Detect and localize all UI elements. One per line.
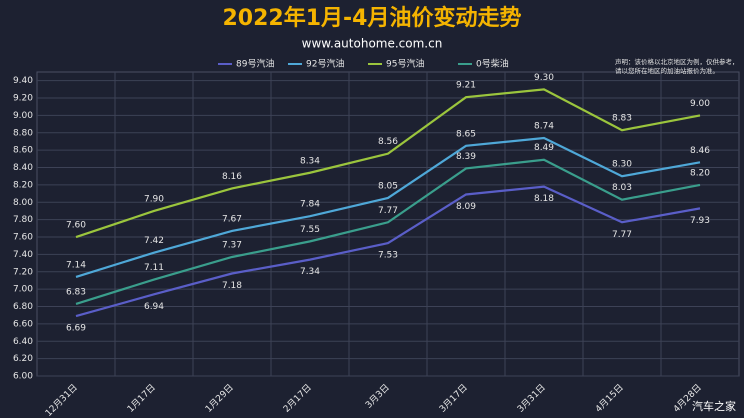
x-tick-label: 1月17日 bbox=[125, 382, 158, 415]
data-label: 8.56 bbox=[378, 137, 398, 147]
data-label: 7.14 bbox=[66, 260, 86, 270]
data-label: 6.94 bbox=[144, 302, 164, 312]
data-label: 8.49 bbox=[534, 143, 554, 153]
x-tick-label: 3月31日 bbox=[515, 382, 548, 415]
data-label: 8.20 bbox=[690, 168, 710, 178]
x-tick-label: 1月29日 bbox=[203, 382, 236, 415]
data-label: 9.30 bbox=[534, 73, 554, 83]
y-tick-label: 7.80 bbox=[13, 215, 33, 225]
data-label: 7.11 bbox=[144, 263, 164, 273]
y-tick-label: 7.40 bbox=[13, 250, 33, 260]
data-label: 8.18 bbox=[534, 194, 554, 204]
data-label: 9.00 bbox=[690, 99, 710, 109]
data-label: 7.18 bbox=[222, 281, 242, 291]
series-line bbox=[75, 136, 701, 279]
x-tick-label: 3月3日 bbox=[363, 382, 392, 411]
data-label: 7.77 bbox=[378, 206, 398, 216]
data-label: 8.74 bbox=[534, 122, 554, 132]
legend-label: 0号柴油 bbox=[476, 58, 509, 70]
y-tick-label: 6.20 bbox=[13, 354, 33, 364]
y-tick-label: 8.00 bbox=[13, 198, 33, 208]
x-tick-label: 2月17日 bbox=[281, 382, 314, 415]
y-tick-label: 7.00 bbox=[13, 285, 33, 295]
data-label: 7.77 bbox=[612, 230, 632, 240]
series-line bbox=[75, 88, 701, 239]
data-label: 7.34 bbox=[300, 267, 320, 277]
data-label: 8.34 bbox=[300, 156, 320, 166]
data-label: 9.21 bbox=[456, 81, 476, 91]
data-label: 7.93 bbox=[690, 216, 710, 226]
legend-label: 89号汽油 bbox=[236, 58, 274, 70]
data-label: 8.09 bbox=[456, 202, 476, 212]
data-label: 7.90 bbox=[144, 194, 164, 204]
data-label: 8.65 bbox=[456, 129, 476, 139]
data-label: 7.60 bbox=[66, 221, 86, 231]
plot-area bbox=[36, 71, 740, 377]
data-label: 7.84 bbox=[300, 200, 320, 210]
chart-subtitle: www.autohome.com.cn bbox=[302, 37, 443, 51]
y-tick-label: 8.40 bbox=[13, 163, 33, 173]
data-label: 8.05 bbox=[378, 181, 398, 191]
data-label: 7.37 bbox=[222, 241, 242, 251]
data-label: 8.16 bbox=[222, 172, 242, 182]
data-label: 8.83 bbox=[612, 114, 632, 124]
x-tick-label: 3月17日 bbox=[437, 382, 470, 415]
data-label: 8.46 bbox=[690, 146, 710, 156]
data-label: 8.30 bbox=[612, 160, 632, 170]
data-label: 7.67 bbox=[222, 214, 242, 224]
data-label: 7.55 bbox=[300, 225, 320, 235]
note: 声明：该价格以北京地区为例，仅供参考，请以您所在地区的加油站报价为准。 bbox=[615, 58, 739, 75]
data-label: 7.53 bbox=[378, 251, 398, 261]
y-tick-label: 9.00 bbox=[13, 111, 33, 121]
x-tick-label: 12月31日 bbox=[43, 382, 80, 418]
data-label: 8.03 bbox=[612, 183, 632, 193]
y-tick-label: 6.60 bbox=[13, 319, 33, 329]
data-label: 7.42 bbox=[144, 236, 164, 246]
series-line bbox=[75, 185, 701, 318]
y-tick-label: 6.00 bbox=[13, 372, 33, 382]
y-tick-label: 9.20 bbox=[13, 94, 33, 104]
y-tick-label: 6.40 bbox=[13, 337, 33, 347]
y-tick-label: 9.40 bbox=[13, 76, 33, 86]
y-tick-label: 8.80 bbox=[13, 128, 33, 138]
y-tick-label: 6.80 bbox=[13, 302, 33, 312]
legend-label: 92号汽油 bbox=[306, 58, 344, 70]
y-tick-label: 8.20 bbox=[13, 180, 33, 190]
y-tick-label: 7.60 bbox=[13, 233, 33, 243]
chart-title: 2022年1月-4月油价变动走势 bbox=[223, 5, 522, 31]
series-line bbox=[75, 158, 701, 305]
data-label: 6.69 bbox=[66, 324, 86, 334]
data-label: 8.39 bbox=[456, 152, 476, 162]
legend-label: 95号汽油 bbox=[386, 58, 424, 70]
y-tick-label: 8.60 bbox=[13, 146, 33, 156]
y-tick-label: 7.20 bbox=[13, 267, 33, 277]
watermark: 汽车之家 bbox=[692, 400, 736, 413]
x-tick-label: 4月15日 bbox=[593, 382, 626, 415]
data-label: 6.83 bbox=[66, 287, 86, 297]
